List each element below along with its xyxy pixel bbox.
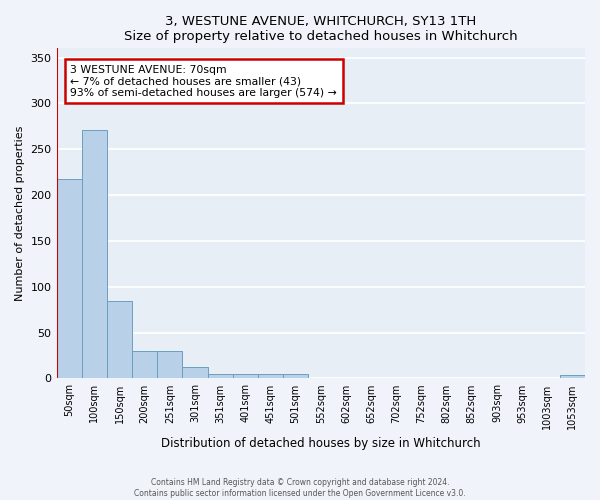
Bar (258, 374, 283, 378)
Bar (56, 178, 82, 378)
Bar (560, 375, 585, 378)
Bar (82, 130, 107, 378)
Bar (107, 302, 132, 378)
Bar (182, 368, 208, 378)
Bar (208, 374, 233, 378)
Title: 3, WESTUNE AVENUE, WHITCHURCH, SY13 1TH
Size of property relative to detached ho: 3, WESTUNE AVENUE, WHITCHURCH, SY13 1TH … (124, 15, 518, 43)
Bar (157, 351, 182, 378)
Text: 3 WESTUNE AVENUE: 70sqm
← 7% of detached houses are smaller (43)
93% of semi-det: 3 WESTUNE AVENUE: 70sqm ← 7% of detached… (70, 65, 337, 98)
Bar (283, 374, 308, 378)
Bar (233, 374, 258, 378)
Bar (132, 351, 157, 378)
Y-axis label: Number of detached properties: Number of detached properties (15, 126, 25, 301)
Text: Contains HM Land Registry data © Crown copyright and database right 2024.
Contai: Contains HM Land Registry data © Crown c… (134, 478, 466, 498)
X-axis label: Distribution of detached houses by size in Whitchurch: Distribution of detached houses by size … (161, 437, 481, 450)
